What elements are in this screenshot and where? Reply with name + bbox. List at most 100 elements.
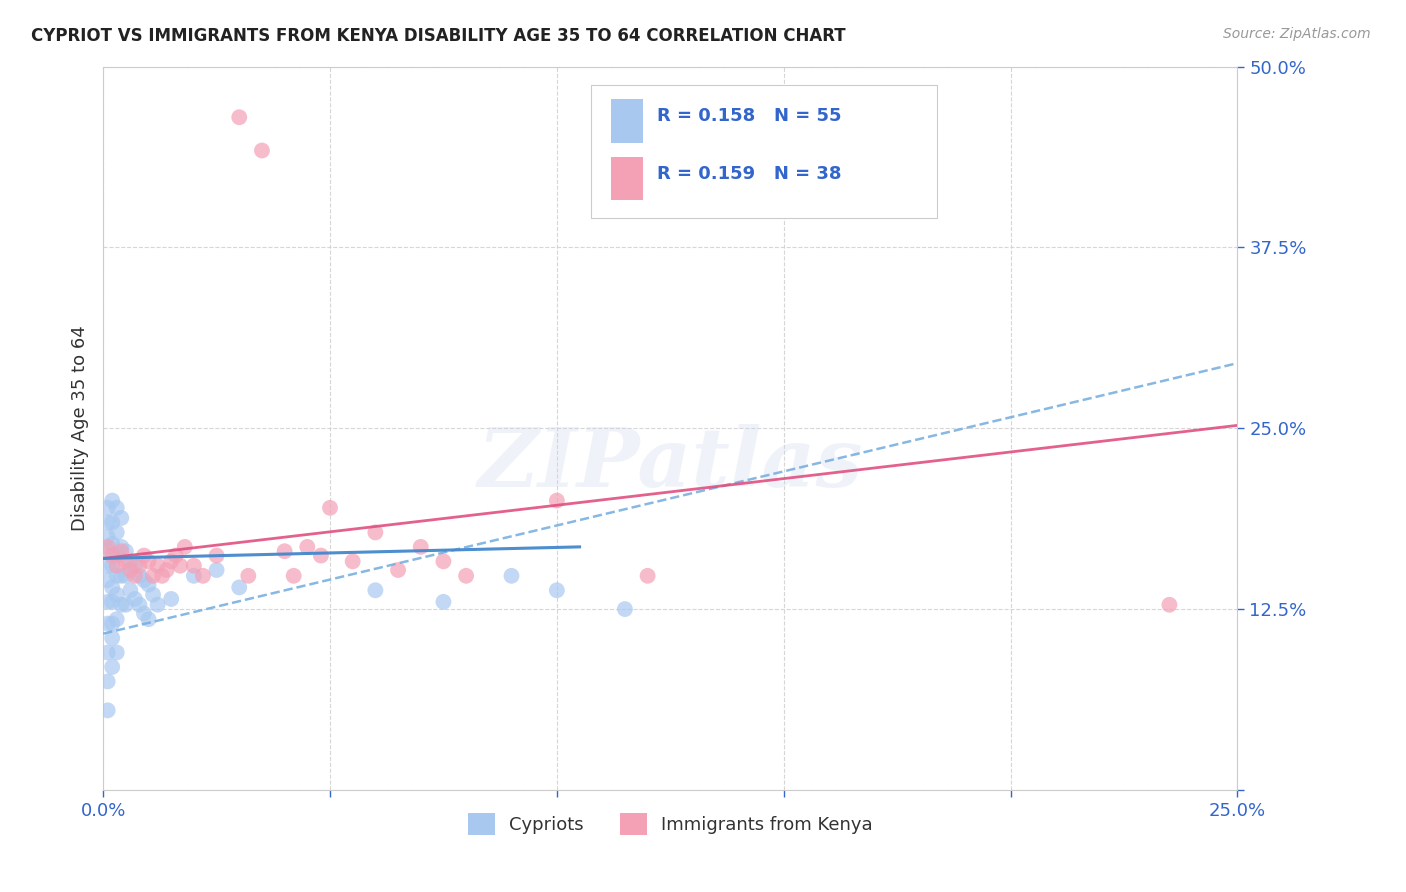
Point xyxy=(110,544,132,558)
Point xyxy=(120,583,142,598)
Point xyxy=(97,540,120,554)
Text: R = 0.158   N = 55: R = 0.158 N = 55 xyxy=(657,107,841,125)
Point xyxy=(124,591,146,606)
Point xyxy=(283,569,305,583)
Point xyxy=(173,540,195,554)
Text: CYPRIOT VS IMMIGRANTS FROM KENYA DISABILITY AGE 35 TO 64 CORRELATION CHART: CYPRIOT VS IMMIGRANTS FROM KENYA DISABIL… xyxy=(31,27,845,45)
Point xyxy=(97,645,120,659)
Legend: Cypriots, Immigrants from Kenya: Cypriots, Immigrants from Kenya xyxy=(468,814,873,835)
Point xyxy=(128,558,150,573)
Point xyxy=(228,110,250,124)
Point xyxy=(169,558,191,573)
Point xyxy=(160,591,183,606)
Point xyxy=(387,563,409,577)
Point xyxy=(110,540,132,554)
Point xyxy=(250,144,273,158)
Point xyxy=(613,602,636,616)
Point xyxy=(101,493,124,508)
Point xyxy=(138,554,160,568)
Point xyxy=(110,598,132,612)
Point xyxy=(183,569,205,583)
Point xyxy=(101,660,124,674)
FancyBboxPatch shape xyxy=(591,85,936,219)
Point xyxy=(183,558,205,573)
Point xyxy=(101,581,124,595)
Point xyxy=(97,500,120,515)
Point xyxy=(101,537,124,551)
Point xyxy=(456,569,478,583)
Point xyxy=(501,569,523,583)
FancyBboxPatch shape xyxy=(612,157,643,201)
Point xyxy=(114,569,136,583)
Point xyxy=(297,540,319,554)
Point xyxy=(409,540,432,554)
Point xyxy=(156,563,179,577)
Point xyxy=(97,674,120,689)
Point xyxy=(101,558,124,573)
Point xyxy=(191,569,214,583)
Point xyxy=(110,569,132,583)
Point xyxy=(97,544,120,558)
Point xyxy=(97,616,120,631)
Point xyxy=(142,588,165,602)
Point xyxy=(342,554,364,568)
Point xyxy=(132,573,155,587)
Point xyxy=(105,612,128,626)
Point xyxy=(105,549,128,563)
Point xyxy=(546,583,568,598)
Point xyxy=(105,558,128,573)
Point xyxy=(128,569,150,583)
Point xyxy=(120,563,142,577)
Point xyxy=(124,569,146,583)
Point xyxy=(97,595,120,609)
Point xyxy=(128,598,150,612)
Point xyxy=(228,581,250,595)
Point xyxy=(309,549,332,563)
Point xyxy=(97,558,120,573)
Point xyxy=(319,500,342,515)
Point xyxy=(105,500,128,515)
Point xyxy=(273,544,295,558)
Text: ZIPatlas: ZIPatlas xyxy=(478,425,863,504)
FancyBboxPatch shape xyxy=(612,99,643,143)
Point xyxy=(138,577,160,591)
Point xyxy=(146,598,169,612)
Point xyxy=(101,595,124,609)
Point xyxy=(101,549,124,563)
Point xyxy=(160,554,183,568)
Point xyxy=(132,549,155,563)
Point xyxy=(165,549,187,563)
Point xyxy=(364,525,387,540)
Point xyxy=(432,595,454,609)
Point xyxy=(101,516,124,530)
Point xyxy=(114,598,136,612)
Point xyxy=(97,573,120,587)
Point xyxy=(432,554,454,568)
Point xyxy=(97,703,120,717)
Point xyxy=(105,588,128,602)
Point xyxy=(101,616,124,631)
Point xyxy=(132,607,155,621)
Point xyxy=(637,569,659,583)
Point xyxy=(124,558,146,573)
Text: R = 0.159   N = 38: R = 0.159 N = 38 xyxy=(657,165,841,183)
Point xyxy=(150,569,173,583)
Point xyxy=(114,544,136,558)
Point xyxy=(142,569,165,583)
Point xyxy=(238,569,260,583)
Text: Source: ZipAtlas.com: Source: ZipAtlas.com xyxy=(1223,27,1371,41)
Point xyxy=(364,583,387,598)
Y-axis label: Disability Age 35 to 64: Disability Age 35 to 64 xyxy=(72,326,89,531)
Point xyxy=(120,554,142,568)
Point xyxy=(97,516,120,530)
Point xyxy=(205,549,228,563)
Point xyxy=(105,525,128,540)
Point xyxy=(138,612,160,626)
Point xyxy=(205,563,228,577)
Point xyxy=(101,631,124,645)
Point xyxy=(110,511,132,525)
Point xyxy=(146,558,169,573)
Point xyxy=(114,554,136,568)
Point xyxy=(105,645,128,659)
Point xyxy=(546,493,568,508)
